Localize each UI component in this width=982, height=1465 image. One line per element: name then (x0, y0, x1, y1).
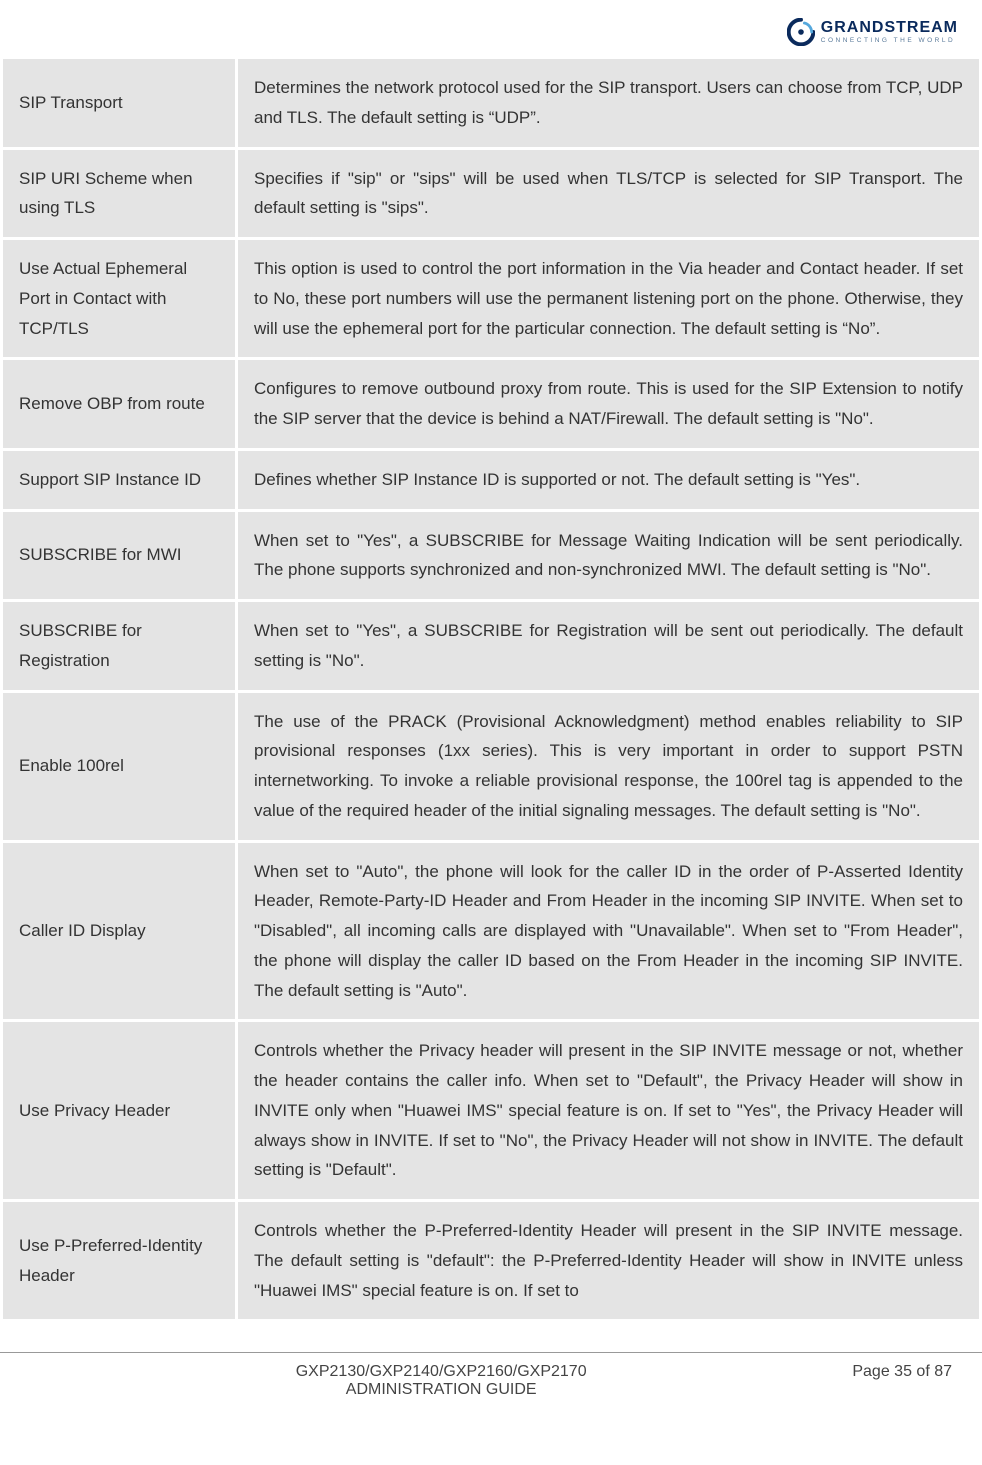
setting-description: Specifies if "sip" or "sips" will be use… (238, 150, 979, 238)
setting-label: Use Actual Ephemeral Port in Contact wit… (3, 240, 235, 357)
setting-description: Controls whether the Privacy header will… (238, 1022, 979, 1199)
setting-description: Configures to remove outbound proxy from… (238, 360, 979, 448)
brand-text: GRANDSTREAM CONNECTING THE WORLD (821, 20, 958, 45)
footer-doc-line1: GXP2130/GXP2140/GXP2160/GXP2170 (30, 1363, 852, 1381)
setting-label: Remove OBP from route (3, 360, 235, 448)
footer-doc: GXP2130/GXP2140/GXP2160/GXP2170 ADMINIST… (30, 1363, 852, 1399)
brand-name: GRANDSTREAM (821, 20, 958, 36)
setting-description: When set to "Auto", the phone will look … (238, 843, 979, 1020)
table-row: SIP URI Scheme when using TLSSpecifies i… (3, 150, 979, 238)
setting-label: SUBSCRIBE for Registration (3, 602, 235, 690)
table-row: Caller ID DisplayWhen set to "Auto", the… (3, 843, 979, 1020)
setting-label: SIP Transport (3, 59, 235, 147)
setting-label: Caller ID Display (3, 843, 235, 1020)
footer-page: Page 35 of 87 (852, 1363, 952, 1381)
setting-description: The use of the PRACK (Provisional Acknow… (238, 693, 979, 840)
table-row: Remove OBP from routeConfigures to remov… (3, 360, 979, 448)
settings-table: SIP TransportDetermines the network prot… (0, 56, 982, 1322)
table-row: Use Actual Ephemeral Port in Contact wit… (3, 240, 979, 357)
setting-label: Enable 100rel (3, 693, 235, 840)
setting-label: SIP URI Scheme when using TLS (3, 150, 235, 238)
table-row: Support SIP Instance IDDefines whether S… (3, 451, 979, 509)
brand-logo: GRANDSTREAM CONNECTING THE WORLD (787, 18, 958, 46)
table-row: SIP TransportDetermines the network prot… (3, 59, 979, 147)
setting-description: Defines whether SIP Instance ID is suppo… (238, 451, 979, 509)
setting-description: Controls whether the P-Preferred-Identit… (238, 1202, 979, 1319)
table-row: Use P-Preferred-Identity HeaderControls … (3, 1202, 979, 1319)
table-row: Enable 100relThe use of the PRACK (Provi… (3, 693, 979, 840)
setting-description: This option is used to control the port … (238, 240, 979, 357)
table-row: SUBSCRIBE for MWIWhen set to "Yes", a SU… (3, 512, 979, 600)
setting-description: When set to "Yes", a SUBSCRIBE for Messa… (238, 512, 979, 600)
footer-doc-line2: ADMINISTRATION GUIDE (30, 1381, 852, 1399)
table-row: Use Privacy HeaderControls whether the P… (3, 1022, 979, 1199)
brand-tagline: CONNECTING THE WORLD (821, 38, 958, 45)
page: GRANDSTREAM CONNECTING THE WORLD SIP Tra… (0, 0, 982, 1419)
setting-label: Use Privacy Header (3, 1022, 235, 1199)
footer: GXP2130/GXP2140/GXP2160/GXP2170 ADMINIST… (0, 1352, 982, 1419)
table-row: SUBSCRIBE for RegistrationWhen set to "Y… (3, 602, 979, 690)
setting-label: SUBSCRIBE for MWI (3, 512, 235, 600)
setting-label: Use P-Preferred-Identity Header (3, 1202, 235, 1319)
setting-label: Support SIP Instance ID (3, 451, 235, 509)
grandstream-icon (787, 18, 815, 46)
setting-description: Determines the network protocol used for… (238, 59, 979, 147)
header: GRANDSTREAM CONNECTING THE WORLD (0, 18, 982, 56)
setting-description: When set to "Yes", a SUBSCRIBE for Regis… (238, 602, 979, 690)
